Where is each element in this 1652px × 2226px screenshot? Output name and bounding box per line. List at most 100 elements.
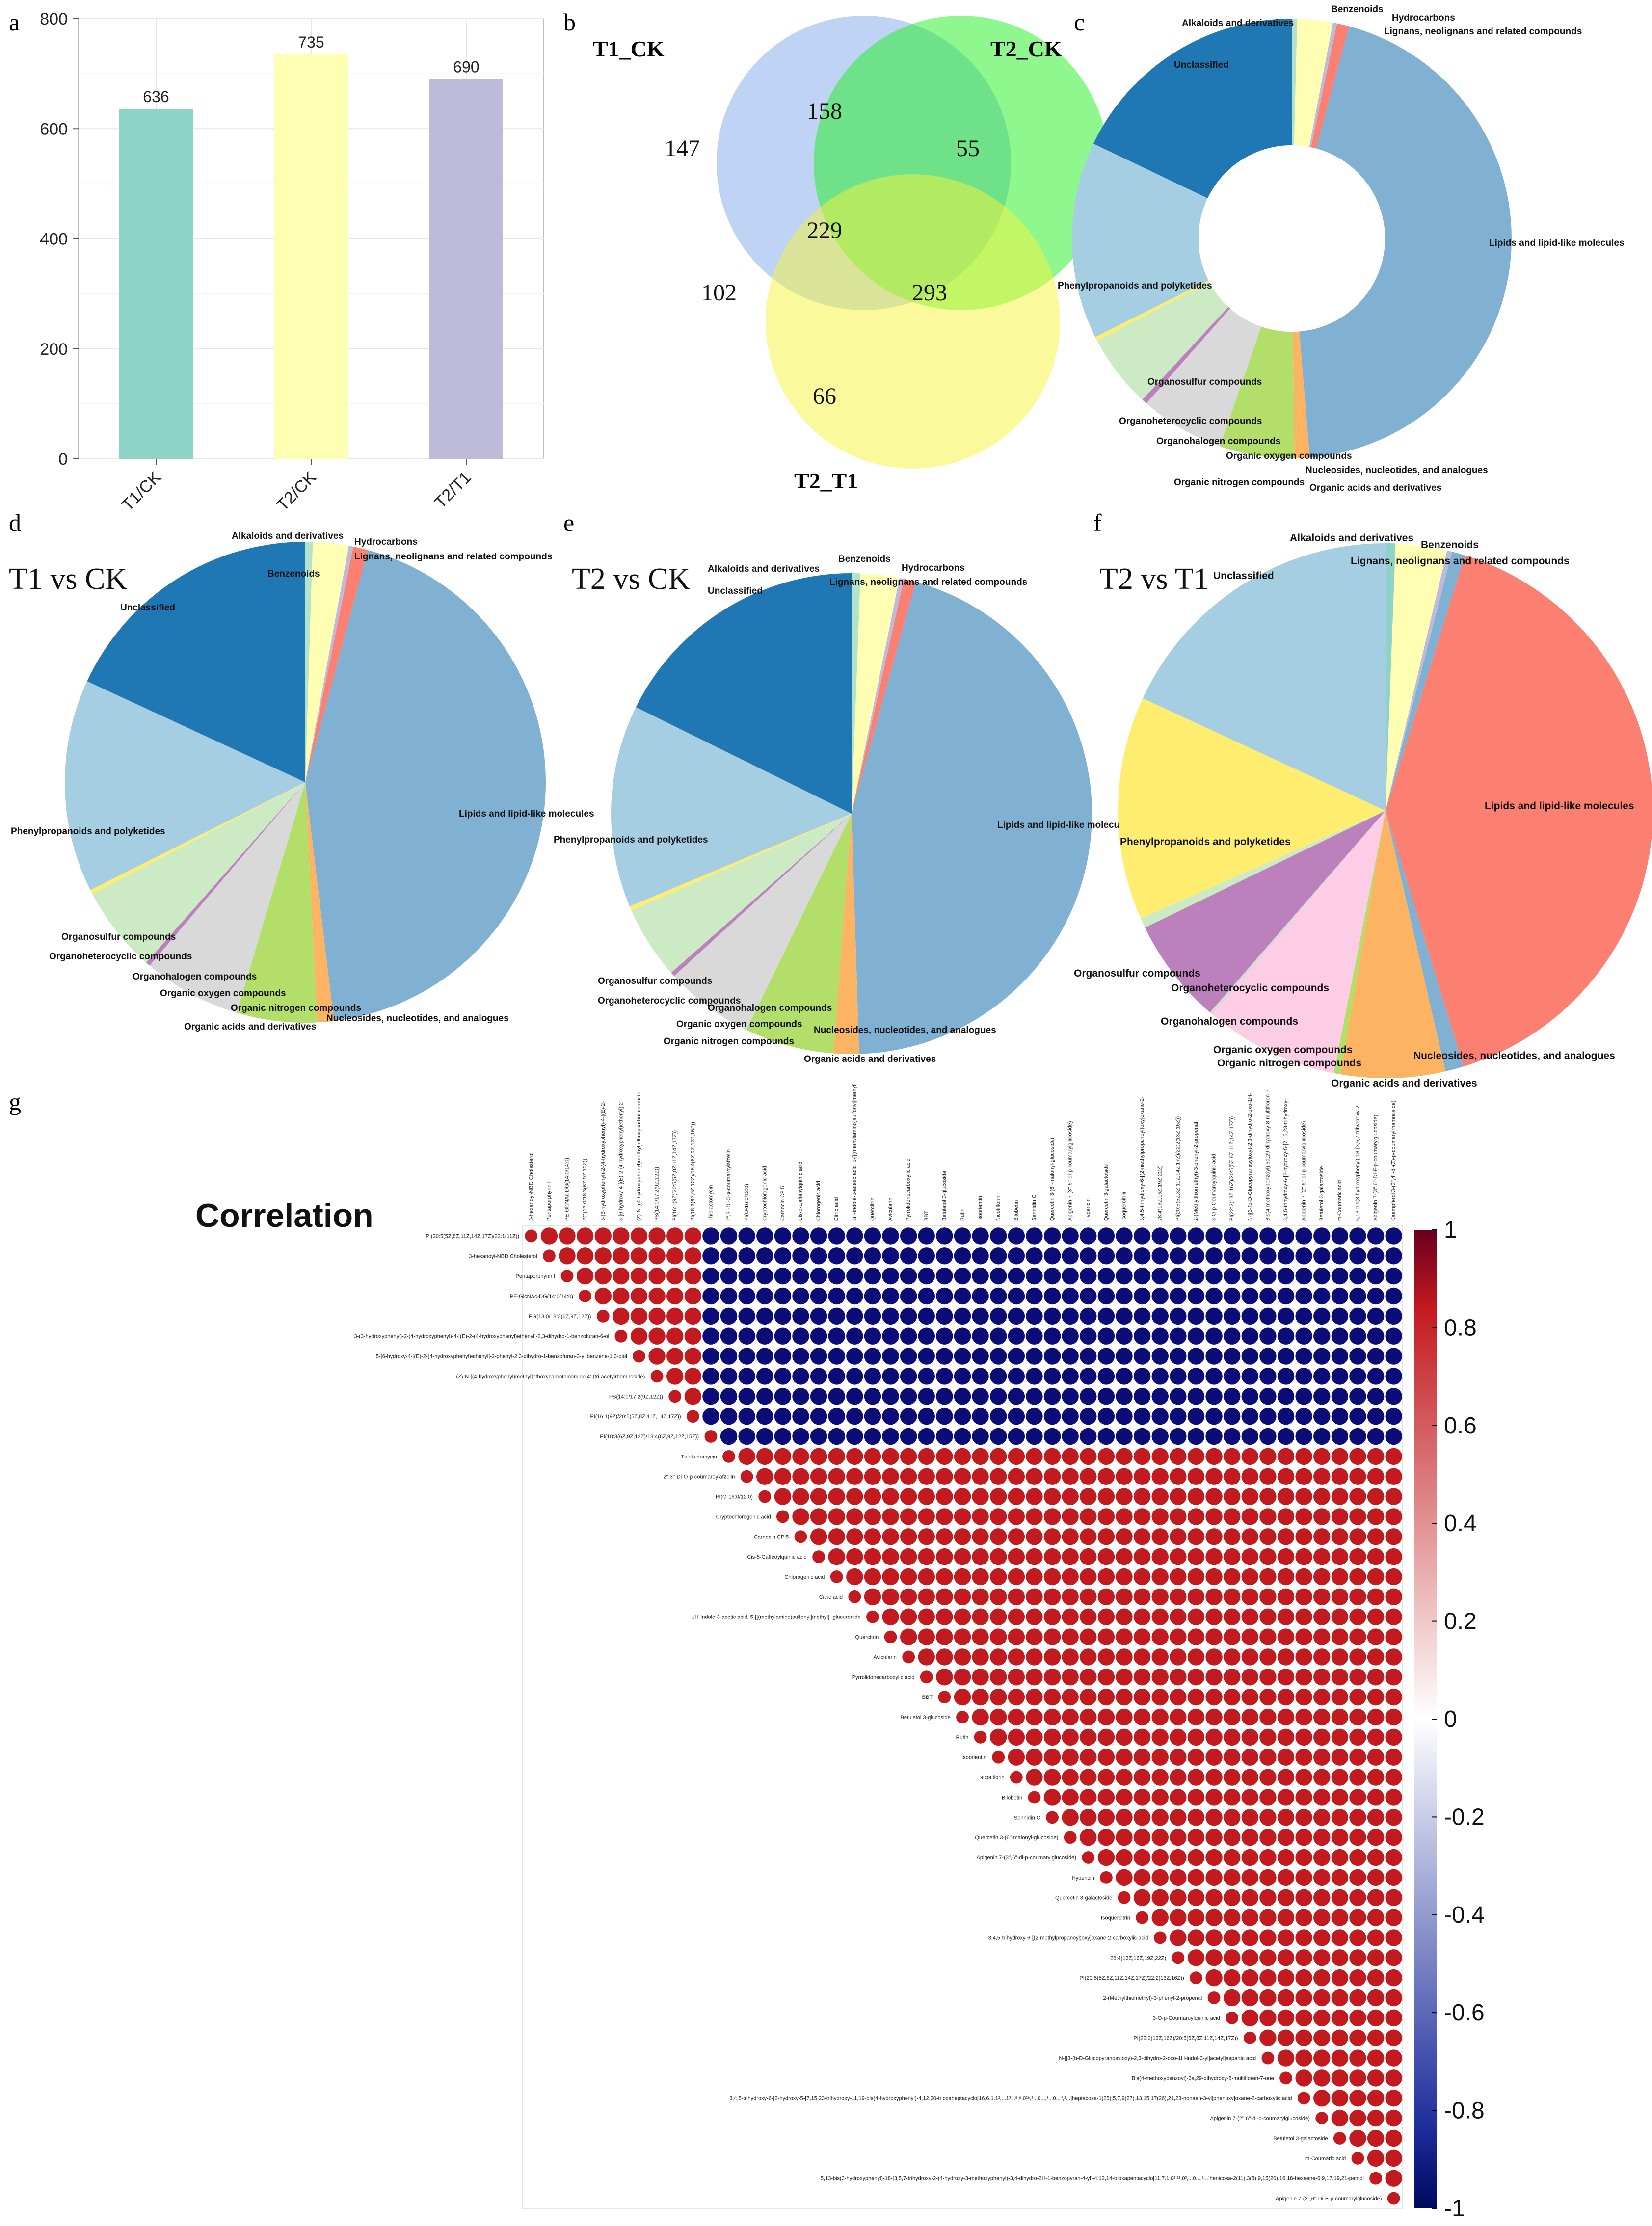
heatmap-cell — [1277, 1568, 1295, 1586]
heatmap-cell — [1367, 1327, 1385, 1345]
heatmap-cell — [1259, 1488, 1277, 1505]
heatmap-cell — [1116, 1448, 1133, 1465]
heatmap-cell — [936, 1588, 953, 1606]
heatmap-cell — [1331, 1869, 1349, 1886]
heatmap-cell — [1367, 1548, 1385, 1565]
heatmap-cell — [990, 1247, 1007, 1265]
heatmap-cell — [1133, 1869, 1151, 1886]
heatmap-cell — [1259, 1769, 1277, 1786]
heatmap-row-label: 5-[6-hydroxy-4-[(E)-2-(4-hydroxyphenyl)e… — [376, 1354, 627, 1360]
heatmap-cell — [938, 1691, 951, 1704]
heatmap-column-label: Isoquercitrin — [1121, 1192, 1127, 1221]
heatmap-cell — [1205, 1568, 1223, 1586]
heatmap-cell — [1043, 1528, 1061, 1545]
heatmap-cell — [1259, 1969, 1277, 1987]
heatmap-cell — [1205, 1267, 1223, 1285]
heatmap-cell — [1351, 2151, 1364, 2165]
heatmap-cell — [1080, 1407, 1097, 1425]
heatmap-cell — [1062, 1749, 1079, 1766]
heatmap-cell — [882, 1488, 899, 1505]
heatmap-cell — [990, 1588, 1007, 1606]
pie-slice — [852, 814, 859, 1054]
pie-slice — [305, 546, 368, 782]
heatmap-cell — [1223, 1849, 1241, 1866]
heatmap-cell — [1241, 1969, 1259, 1987]
heatmap-cell — [1223, 1648, 1241, 1666]
heatmap-cell — [1277, 1548, 1295, 1565]
heatmap-cell — [1259, 1407, 1277, 1425]
heatmap-cell — [1062, 1488, 1079, 1505]
heatmap-cell — [972, 1628, 989, 1645]
heatmap-cell — [828, 1407, 845, 1425]
heatmap-cell — [1116, 1488, 1133, 1505]
heatmap-cell — [1313, 1628, 1331, 1645]
heatmap-cell — [1385, 1949, 1402, 1966]
heatmap-cell — [990, 1528, 1007, 1545]
heatmap-cell — [1205, 1889, 1223, 1906]
heatmap-cell — [1187, 1388, 1205, 1405]
heatmap-cell — [1080, 1728, 1097, 1746]
pie-slice — [852, 579, 916, 814]
heatmap-cell — [1315, 2112, 1329, 2125]
heatmap-row-label: 2-(Methylthiomethyl)-3-phenyl-2-propenal — [1103, 1995, 1202, 2001]
heatmap-cell — [972, 1348, 989, 1365]
heatmap-column-label: PI(20:5(5Z,8Z,11Z,14Z,17Z)/22:2(13Z,16Z)… — [1175, 1116, 1181, 1221]
pie-slice — [1294, 19, 1333, 147]
heatmap-cell — [1295, 1648, 1312, 1666]
heatmap-cell — [1313, 2090, 1331, 2107]
heatmap-cell — [1008, 1749, 1025, 1766]
heatmap-cell — [1295, 1849, 1312, 1866]
pie-slice-label: Alkaloids and derivatives — [1290, 532, 1413, 544]
pie-slice — [852, 578, 904, 814]
heatmap-cell — [1043, 1468, 1061, 1485]
heatmap-cell — [954, 1688, 971, 1706]
heatmap-cell — [972, 1468, 989, 1485]
heatmap-cell — [1026, 1307, 1043, 1325]
bar-value-label: 690 — [453, 58, 479, 76]
heatmap-cell — [1187, 1368, 1205, 1385]
heatmap-cell — [1295, 1789, 1312, 1806]
heatmap-column-label: Carnocin CP 5 — [780, 1186, 786, 1221]
heatmap-cell — [1080, 1307, 1097, 1325]
heatmap-cell — [1026, 1588, 1043, 1606]
heatmap-cell — [614, 1329, 628, 1343]
pie-slice-label: Unclassified — [1213, 570, 1274, 582]
heatmap-cell — [559, 1247, 576, 1265]
heatmap-cell — [1187, 1568, 1205, 1586]
heatmap-cell — [1223, 1828, 1241, 1846]
heatmap-cell — [1151, 1809, 1169, 1826]
heatmap-cell — [1367, 1388, 1385, 1405]
pie-slice — [1386, 811, 1464, 1072]
heatmap-cell — [1385, 1287, 1402, 1305]
heatmap-cell — [1223, 1669, 1241, 1686]
heatmap-cell — [1385, 1708, 1402, 1726]
heatmap-cell — [1008, 1548, 1025, 1565]
heatmap-cell — [990, 1368, 1007, 1385]
heatmap-cell — [1080, 1769, 1097, 1786]
heatmap-cell — [1151, 1528, 1169, 1545]
heatmap-cell — [990, 1628, 1007, 1645]
correlation-heatmap-panel: Correlation 3-hexanoyl-NBD Cholesterol Pen… — [195, 1083, 1485, 2222]
heatmap-cell — [918, 1388, 935, 1405]
pie-slice — [1333, 811, 1386, 1075]
heatmap-cell — [1241, 1849, 1259, 1866]
heatmap-cell — [1205, 1428, 1223, 1445]
heatmap-cell — [1331, 1588, 1349, 1606]
heatmap-cell — [1295, 1769, 1312, 1786]
heatmap-cell — [810, 1227, 827, 1245]
heatmap-cell — [936, 1448, 953, 1465]
heatmap-cell — [1295, 1869, 1312, 1886]
heatmap-cell — [630, 1247, 648, 1265]
heatmap-cell — [972, 1448, 989, 1465]
heatmap-cell — [704, 1430, 718, 1443]
heatmap-cell — [1116, 1307, 1133, 1325]
heatmap-cell — [882, 1588, 899, 1606]
heatmap-cell — [1205, 1688, 1223, 1706]
heatmap-cell — [1313, 1669, 1331, 1686]
heatmap-cell — [1062, 1688, 1079, 1706]
heatmap-cell — [1133, 1348, 1151, 1365]
donut-chart-panel: Alkaloids and derivatives Benzenoids Hydro… — [1058, 4, 1625, 493]
heatmap-cell — [864, 1368, 881, 1385]
heatmap-cell — [1295, 1448, 1312, 1465]
heatmap-frame — [522, 1225, 1403, 2209]
